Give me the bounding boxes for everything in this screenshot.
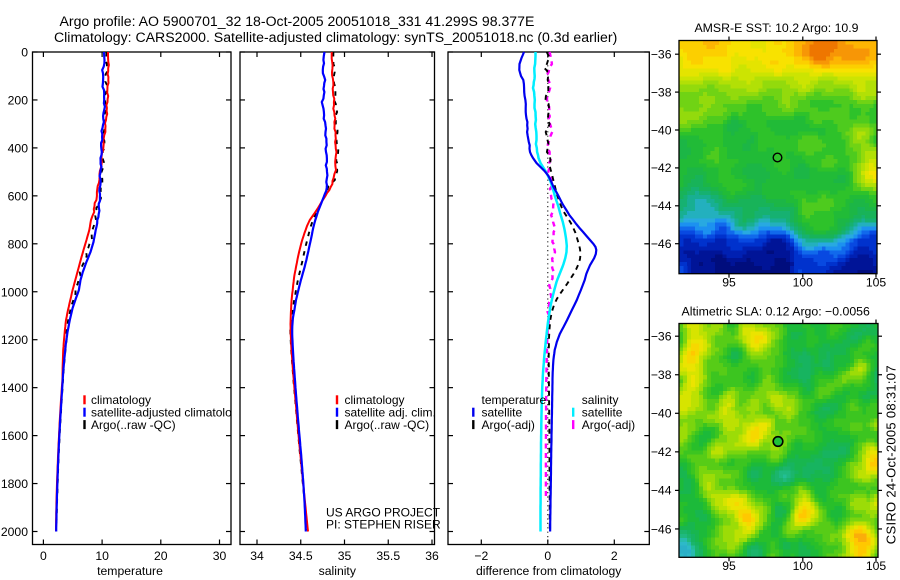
svg-text:−38: −38 [651,85,672,99]
svg-text:climatology: climatology [345,393,405,407]
svg-text:1000: 1000 [1,285,28,299]
svg-text:−36: −36 [651,330,672,344]
svg-text:−46: −46 [651,237,672,251]
svg-text:30: 30 [213,549,227,563]
svg-text:600: 600 [8,189,29,203]
svg-text:800: 800 [8,237,29,251]
svg-text:climatology: climatology [91,393,151,407]
svg-text:105: 105 [866,276,887,290]
svg-text:105: 105 [866,559,887,573]
svg-text:temperature: temperature [482,393,547,407]
svg-text:−42: −42 [651,445,672,459]
svg-text:Argo(-adj): Argo(-adj) [482,418,535,432]
svg-text:−36: −36 [651,48,672,62]
svg-text:0: 0 [21,46,28,60]
svg-text:−46: −46 [651,522,672,536]
svg-text:Argo(..raw -QC): Argo(..raw -QC) [345,418,430,432]
svg-text:400: 400 [8,141,29,155]
svg-text:20: 20 [154,549,168,563]
svg-text:1400: 1400 [1,381,28,395]
svg-text:35.5: 35.5 [376,549,400,563]
svg-text:AMSR-E SST: 10.2 Argo: 10.9: AMSR-E SST: 10.2 Argo: 10.9 [694,21,858,35]
svg-text:−38: −38 [651,368,672,382]
svg-text:Altimetric SLA: 0.12 Argo: −0.: Altimetric SLA: 0.12 Argo: −0.0056 [682,304,870,318]
svg-text:PI: STEPHEN RISER: PI: STEPHEN RISER [326,518,441,532]
svg-text:200: 200 [8,93,29,107]
svg-text:satellite-adjusted climatology: satellite-adjusted climatology [91,406,244,420]
svg-text:2: 2 [611,549,618,563]
svg-text:1600: 1600 [1,429,28,443]
svg-text:−44: −44 [651,199,672,213]
svg-text:95: 95 [722,559,736,573]
svg-text:US ARGO PROJECT: US ARGO PROJECT [326,506,441,520]
svg-text:2000: 2000 [1,525,28,539]
svg-text:0: 0 [40,549,47,563]
svg-text:difference from climatology: difference from climatology [476,564,622,578]
svg-text:95: 95 [722,276,736,290]
svg-text:1800: 1800 [1,477,28,491]
svg-text:salinity: salinity [319,564,357,578]
svg-text:Argo profile: AO 5900701_32 18: Argo profile: AO 5900701_32 18-Oct-2005 … [60,13,535,29]
svg-text:satellite: satellite [482,406,523,420]
svg-text:34.5: 34.5 [289,549,313,563]
svg-text:satellite: satellite [582,406,623,420]
svg-text:0: 0 [544,549,551,563]
svg-text:Climatology: CARS2000. Satelli: Climatology: CARS2000. Satellite-adjuste… [54,29,617,45]
svg-text:35: 35 [338,549,352,563]
svg-text:10: 10 [95,549,109,563]
svg-text:Argo(..raw -QC): Argo(..raw -QC) [91,418,176,432]
svg-text:temperature: temperature [97,564,163,578]
svg-text:36: 36 [425,549,439,563]
svg-text:satellite adj. clim.: satellite adj. clim. [345,406,436,420]
svg-text:34: 34 [250,549,264,563]
svg-text:−44: −44 [651,484,672,498]
svg-text:Argo(-adj): Argo(-adj) [582,418,635,432]
svg-text:−2: −2 [474,549,488,563]
svg-text:−42: −42 [651,161,672,175]
svg-text:salinity: salinity [582,393,619,407]
svg-text:−40: −40 [651,123,672,137]
svg-text:100: 100 [793,559,814,573]
svg-text:−40: −40 [651,407,672,421]
svg-text:1200: 1200 [1,333,28,347]
svg-text:100: 100 [793,276,814,290]
svg-text:CSIRO 24-Oct-2005 08:31:07: CSIRO 24-Oct-2005 08:31:07 [884,365,899,544]
